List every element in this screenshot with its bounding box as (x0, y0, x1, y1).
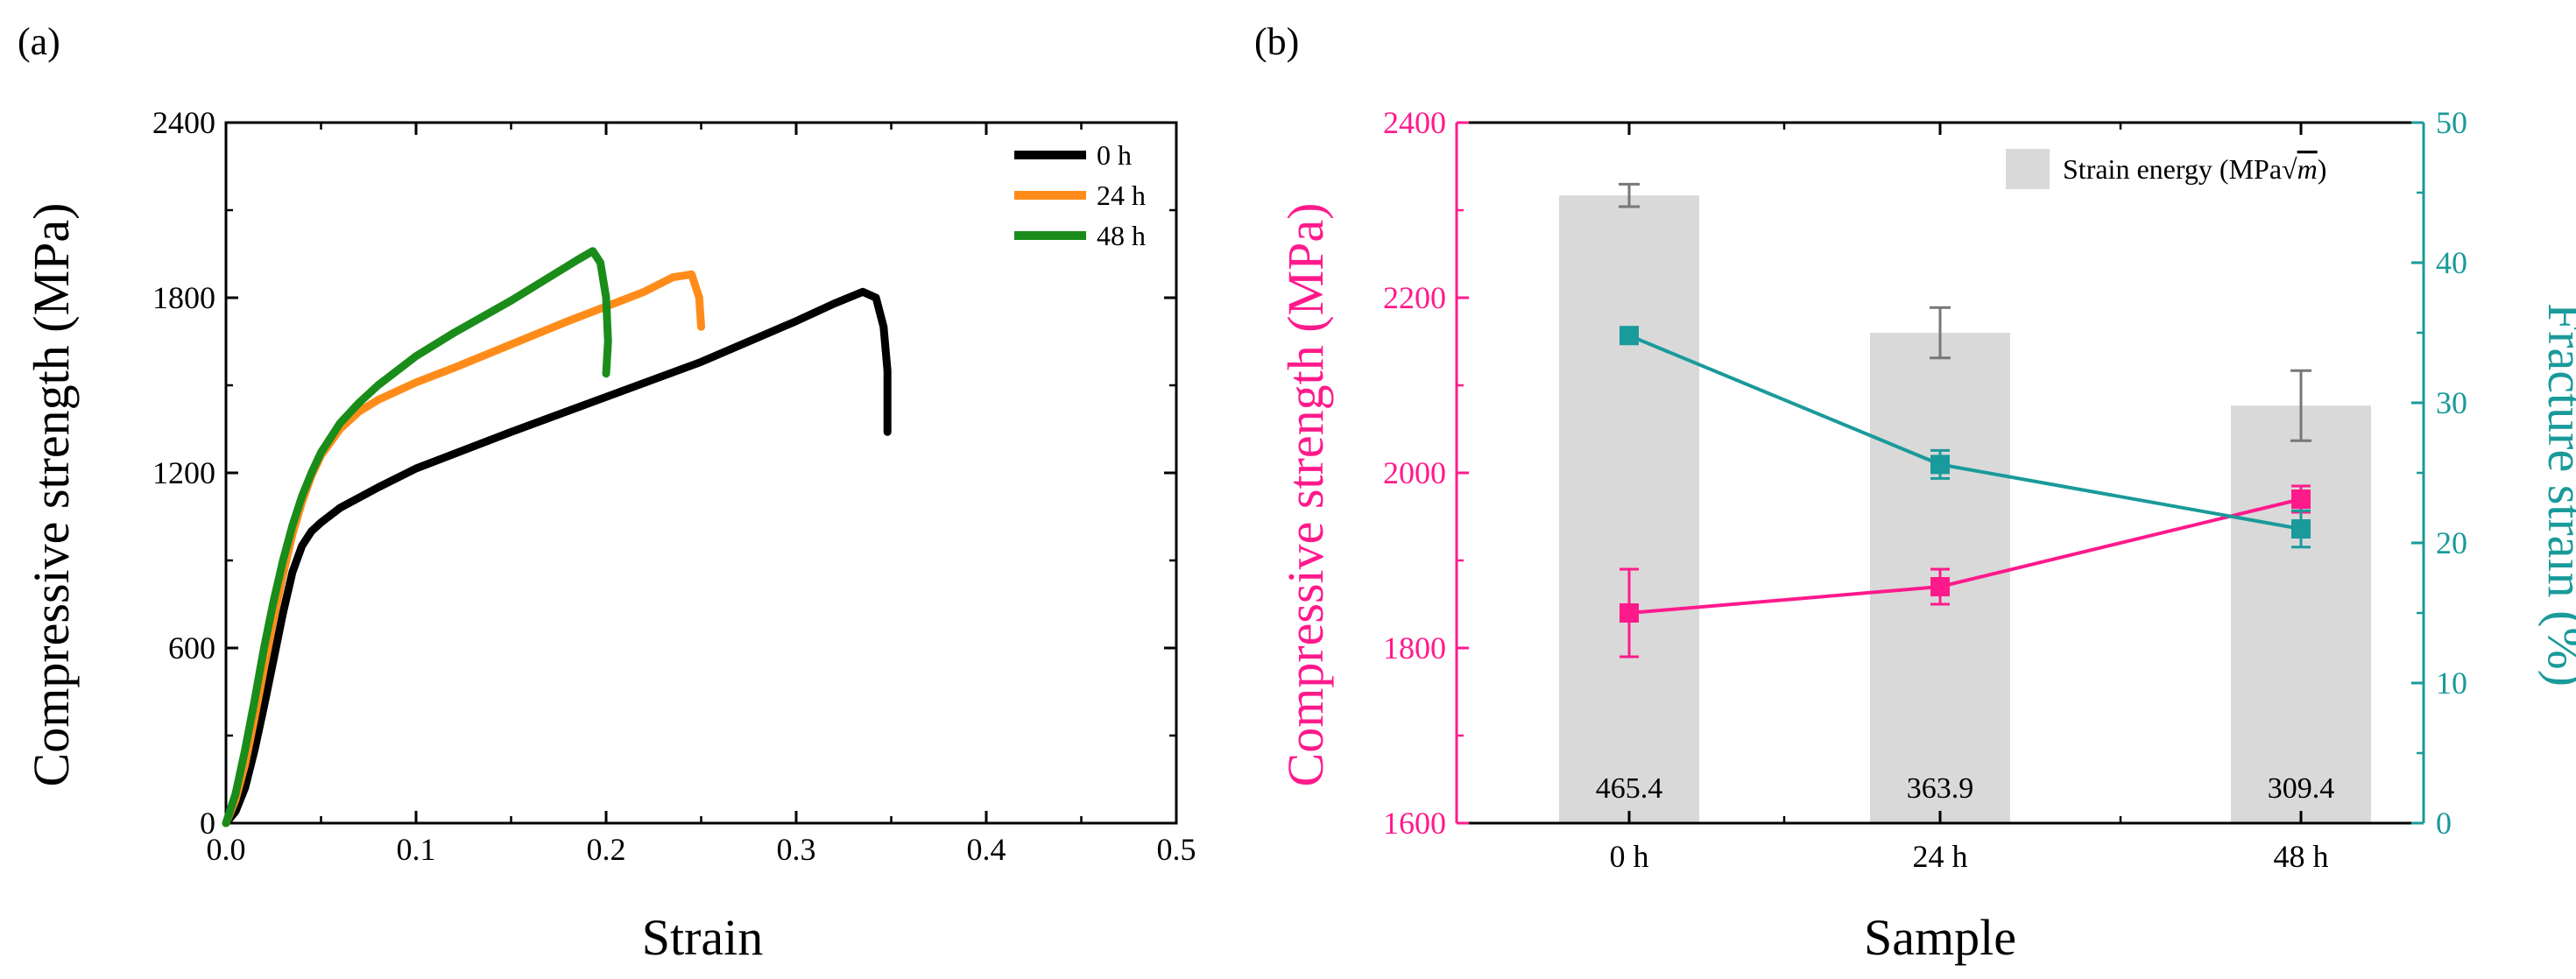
legend-label-48-h: 48 h (1097, 220, 1146, 251)
y-tick-label: 0 (200, 806, 215, 841)
left-y-tick-label: 2400 (1383, 105, 1446, 140)
x-tick-label: 0.4 (967, 832, 1006, 867)
y-tick-label: 2400 (152, 105, 215, 140)
data-point-marker (1620, 603, 1639, 623)
series-line-0-h (222, 287, 892, 828)
right-y-tick-label: 10 (2436, 666, 2467, 701)
strain-energy-bar (2231, 405, 2371, 823)
panel-a: (a) 0.0 0.1 0.2 0.3 0.4 0.5 0600120018002400 … (18, 20, 1196, 966)
panel-b-bars: 465.4 363.9 309.4 (1559, 182, 2371, 823)
data-point-marker (1930, 577, 1950, 596)
left-y-tick-label: 2200 (1383, 280, 1446, 315)
x-category-label: 48 h (2274, 839, 2329, 874)
legend-root-var: m (2297, 153, 2318, 185)
strain-energy-value-label: 465.4 (1596, 772, 1663, 805)
data-point-marker (2291, 519, 2311, 539)
left-y-tick-label: 1600 (1383, 806, 1446, 841)
data-point-marker (1930, 454, 1950, 475)
legend-label-0-h: 0 h (1097, 139, 1132, 171)
series-line-48-h (222, 247, 612, 828)
right-y-tick-label: 40 (2436, 245, 2467, 280)
y-tick-label: 1200 (152, 455, 215, 490)
right-y-tick-label: 30 (2436, 385, 2467, 420)
data-point-marker (1620, 326, 1639, 346)
panel-b-x-ticks: 0 h 24 h 48 h (1610, 123, 2329, 874)
panel-b-right-y-axis-label: Fracture strain (%) (2537, 303, 2576, 687)
x-tick-label: 0.3 (777, 832, 816, 867)
legend-strain-energy-swatch (2006, 149, 2050, 189)
panel-a-legend: 0 h 24 h 48 h (1014, 139, 1146, 251)
x-tick-label: 0.5 (1157, 832, 1196, 867)
panel-a-y-ticks: 0 600 1200 1800 2400 (152, 105, 1176, 841)
panel-b-legend: Strain energy (MPa√m) (2006, 149, 2326, 189)
strain-energy-value-label: 363.9 (1907, 772, 1974, 805)
panel-a-y-axis-label: Compressive strength (MPa) (23, 203, 80, 787)
panel-a-x-ticks: 0.0 0.1 0.2 0.3 0.4 0.5 (207, 123, 1196, 867)
strain-energy-value-label: 309.4 (2268, 772, 2335, 805)
legend-label-24-h: 24 h (1097, 180, 1146, 211)
y-tick-label: 600 (168, 630, 215, 666)
strain-energy-bar (1559, 195, 1699, 823)
left-y-tick-label: 2000 (1383, 455, 1446, 490)
panel-b-series (1620, 326, 2311, 659)
legend-suffix: ) (2318, 153, 2327, 185)
right-y-tick-label: 20 (2436, 525, 2467, 560)
panel-b-left-y-ticks: 1600 1800 2000 2200 2400 (1383, 105, 1469, 841)
x-tick-label: 0.2 (587, 832, 626, 867)
panel-b-x-axis-label: Sample (1864, 909, 2016, 966)
legend-root-symbol: √ (2282, 153, 2297, 185)
x-tick-label: 0.1 (397, 832, 436, 867)
legend-strain-energy-label: Strain energy (MPa√m) (2063, 153, 2326, 185)
panel-a-x-axis-label: Strain (642, 909, 764, 966)
panel-b-left-y-axis-label: Compressive strength (MPa) (1277, 203, 1334, 787)
data-point-marker (2291, 490, 2311, 509)
panel-a-label: (a) (18, 20, 60, 63)
panel-b: (b) 465.4 363.9 309.4 1600 1800 2000 2200 2400… (1254, 20, 2576, 966)
right-y-tick-label: 0 (2436, 806, 2452, 841)
panel-a-series (222, 247, 892, 828)
legend-prefix: Strain energy (MPa (2063, 153, 2282, 185)
panel-b-label: (b) (1254, 20, 1299, 63)
x-category-label: 0 h (1610, 839, 1649, 874)
panel-a-axes-frame (224, 121, 1178, 825)
right-y-tick-label: 50 (2436, 105, 2467, 140)
left-y-tick-label: 1800 (1383, 630, 1446, 666)
y-tick-label: 1800 (152, 280, 215, 315)
x-category-label: 24 h (1913, 839, 1968, 874)
panel-b-right-y-ticks: 0 10 20 30 40 50 (2411, 105, 2467, 841)
panel-a-plot-area (224, 121, 1178, 825)
x-tick-label: 0.0 (207, 832, 246, 867)
